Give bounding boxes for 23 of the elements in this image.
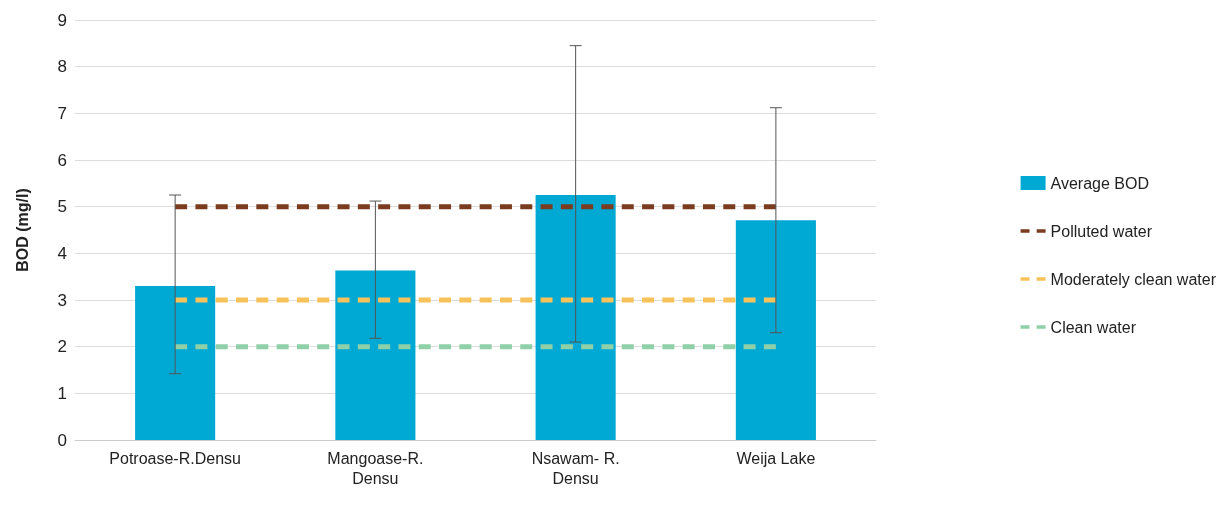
y-tick-label: 4 xyxy=(57,243,67,263)
y-tick-label: 3 xyxy=(57,290,67,310)
legend-label: Average BOD xyxy=(1050,174,1150,192)
legend-label: Polluted water xyxy=(1050,222,1153,240)
y-tick-label: 1 xyxy=(57,383,67,403)
y-tick-label: 9 xyxy=(57,10,67,30)
legend-label: Moderately clean water xyxy=(1050,270,1217,288)
y-tick-label: 6 xyxy=(57,150,67,170)
y-tick-label: 8 xyxy=(57,57,67,77)
x-tick-label: Weija Lake xyxy=(736,449,816,467)
bar xyxy=(335,270,416,440)
y-tick-label: 7 xyxy=(57,103,67,123)
x-tick-label: Mangoase-R. Densu xyxy=(327,449,424,487)
y-axis-title: BOD (mg/l) xyxy=(13,188,31,272)
x-tick-label: Nsawam- R. Densu xyxy=(531,449,620,487)
legend-label: Clean water xyxy=(1050,318,1137,336)
y-tick-label: 5 xyxy=(57,197,67,217)
bar xyxy=(135,286,216,440)
x-tick-label: Potroase-R.Densu xyxy=(109,449,241,467)
bar xyxy=(535,195,616,440)
y-tick-label: 0 xyxy=(57,430,67,450)
y-tick-label: 2 xyxy=(57,337,67,357)
bar xyxy=(735,220,816,440)
